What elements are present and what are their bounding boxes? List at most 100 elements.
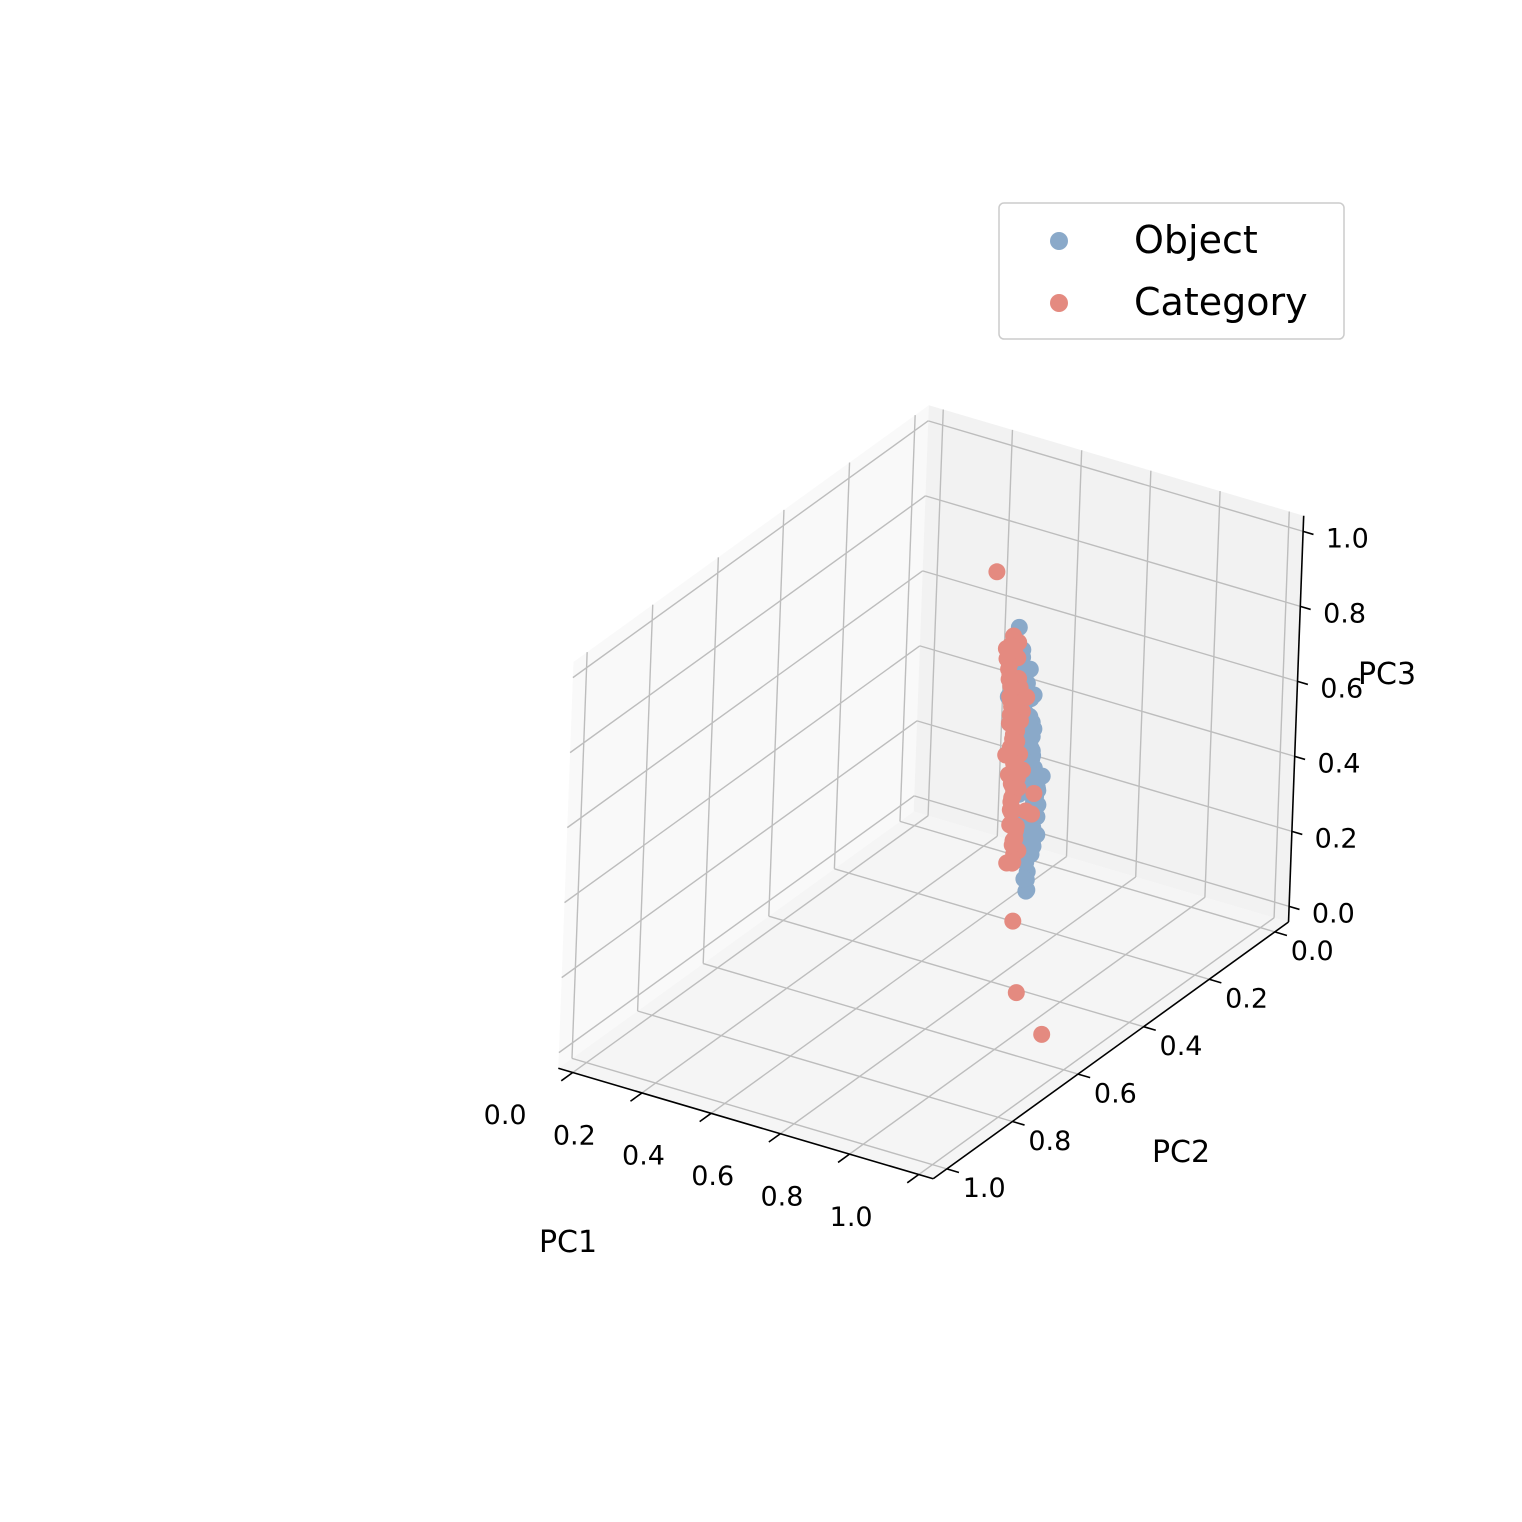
- data-points: [988, 563, 1051, 1043]
- point-category: [1033, 1025, 1051, 1043]
- z-tick-label: 1.0: [1326, 523, 1369, 554]
- z-axis-line: [1287, 515, 1305, 923]
- wall-grid-x: [833, 462, 851, 869]
- y-tick-label: 0.8: [760, 1182, 803, 1213]
- legend-marker-category: [1050, 294, 1068, 312]
- floor-pane: [558, 811, 1289, 1179]
- wall-grid-z-left: [572, 420, 929, 679]
- point-category: [1002, 692, 1020, 709]
- wall-grid-x: [702, 557, 720, 964]
- wall-grid-z-right: [925, 495, 1301, 608]
- point-object: [1015, 870, 1033, 888]
- y-axis-line: [558, 1067, 934, 1180]
- z-tick: [1297, 680, 1309, 686]
- point-category: [1023, 805, 1041, 823]
- floor-grid-y: [779, 876, 1137, 1135]
- z-axis-label: PC3: [1358, 657, 1416, 692]
- y-tick-label: 0.6: [691, 1161, 734, 1192]
- point-category: [1003, 836, 1021, 854]
- point-category: [998, 854, 1016, 872]
- legend-label-object: Object: [1134, 218, 1258, 262]
- x-tick: [1209, 978, 1222, 984]
- point-category: [1004, 912, 1022, 930]
- floor-grid-y: [710, 855, 1067, 1114]
- z-tick-label: 0.6: [1320, 673, 1363, 704]
- z-tick-label: 0.8: [1323, 598, 1366, 629]
- wall-grid-y: [1065, 450, 1083, 857]
- floor-grid-x: [768, 915, 1144, 1028]
- z-tick: [1288, 905, 1300, 911]
- point-category: [1007, 984, 1025, 1002]
- floor-grid-x: [899, 820, 1276, 933]
- floor-grid-y: [918, 917, 1275, 1176]
- legend-box: [998, 202, 1345, 340]
- legend: Object Category: [998, 202, 1345, 340]
- z-tick: [1300, 605, 1311, 611]
- wall-grid-y: [1273, 511, 1290, 918]
- y-tick-label: 0.0: [484, 1100, 527, 1131]
- x-tick-label: 1.0: [963, 1173, 1006, 1204]
- point-category: [1018, 688, 1036, 706]
- wall-grid-z-left: [561, 720, 918, 979]
- wall-grid-x: [768, 509, 785, 917]
- y-tick: [629, 1092, 643, 1102]
- y-tick: [768, 1133, 781, 1143]
- x-tick: [1077, 1073, 1091, 1079]
- floor-grid-x: [637, 1010, 1013, 1123]
- point-object: [1024, 837, 1042, 855]
- wall-grid-y: [1204, 491, 1221, 898]
- point-category: [997, 746, 1015, 764]
- z-tick: [1291, 830, 1303, 836]
- floor-grid-x: [702, 962, 1079, 1075]
- z-tick: [1294, 755, 1306, 761]
- wall-grid-z-left: [564, 645, 921, 904]
- y-tick-label: 1.0: [830, 1202, 873, 1233]
- wall-grid-z-right: [922, 570, 1298, 683]
- point-category: [1001, 801, 1019, 819]
- point-category: [1025, 785, 1043, 802]
- y-tick: [560, 1071, 574, 1082]
- wall-grid-x: [899, 415, 916, 822]
- axis-lines: [558, 515, 1305, 1180]
- wall-grid-z-left: [566, 570, 924, 829]
- x-tick-label: 0.0: [1291, 936, 1334, 967]
- y-tick-label: 0.4: [622, 1141, 665, 1172]
- y-tick: [699, 1112, 712, 1123]
- point-category: [1006, 734, 1024, 752]
- wall-grid-z-right: [914, 795, 1290, 908]
- wall-grid-y: [996, 429, 1014, 837]
- axis-panes: [558, 405, 1304, 1179]
- point-category: [1006, 713, 1024, 730]
- floor-grid-x: [571, 1057, 948, 1170]
- point-category: [1003, 679, 1021, 697]
- wall-grid-z-right: [928, 420, 1304, 533]
- wall-grid-z-left: [569, 495, 926, 754]
- x-tick-label: 0.2: [1225, 984, 1268, 1015]
- legend-marker-object: [1050, 232, 1068, 250]
- y-tick: [837, 1153, 851, 1164]
- x-tick: [1012, 1120, 1025, 1126]
- x-axis-label: PC1: [539, 1225, 597, 1260]
- wall-grid-z-right: [919, 645, 1295, 758]
- z-tick-label: 0.4: [1317, 748, 1360, 779]
- y-tick: [906, 1173, 920, 1184]
- x-tick: [1274, 931, 1288, 937]
- point-object: [1033, 767, 1051, 785]
- wall-grid-x: [571, 652, 588, 1059]
- wall-grid-z-left: [558, 795, 915, 1054]
- back-left-pane: [558, 405, 929, 1069]
- grid-lines: [558, 409, 1304, 1176]
- wall-grid-z-right: [916, 720, 1293, 833]
- floor-grid-x: [834, 868, 1210, 980]
- x-tick-label: 0.6: [1094, 1078, 1137, 1109]
- tick-marks: 0.0 0.0 0.0 0.2 0.2 0.2 0.4 0.4 0.4 0.6 0.6 0.6 0.8 0…: [484, 523, 1369, 1232]
- floor-grid-y: [572, 815, 929, 1074]
- z-tick-label: 0.0: [1312, 898, 1355, 929]
- z-tick: [1302, 530, 1314, 536]
- x-tick: [946, 1168, 960, 1174]
- floor-grid-y: [849, 896, 1206, 1155]
- point-category: [1001, 816, 1019, 834]
- x-axis-line: [932, 921, 1289, 1180]
- y-tick-label: 0.2: [553, 1120, 596, 1151]
